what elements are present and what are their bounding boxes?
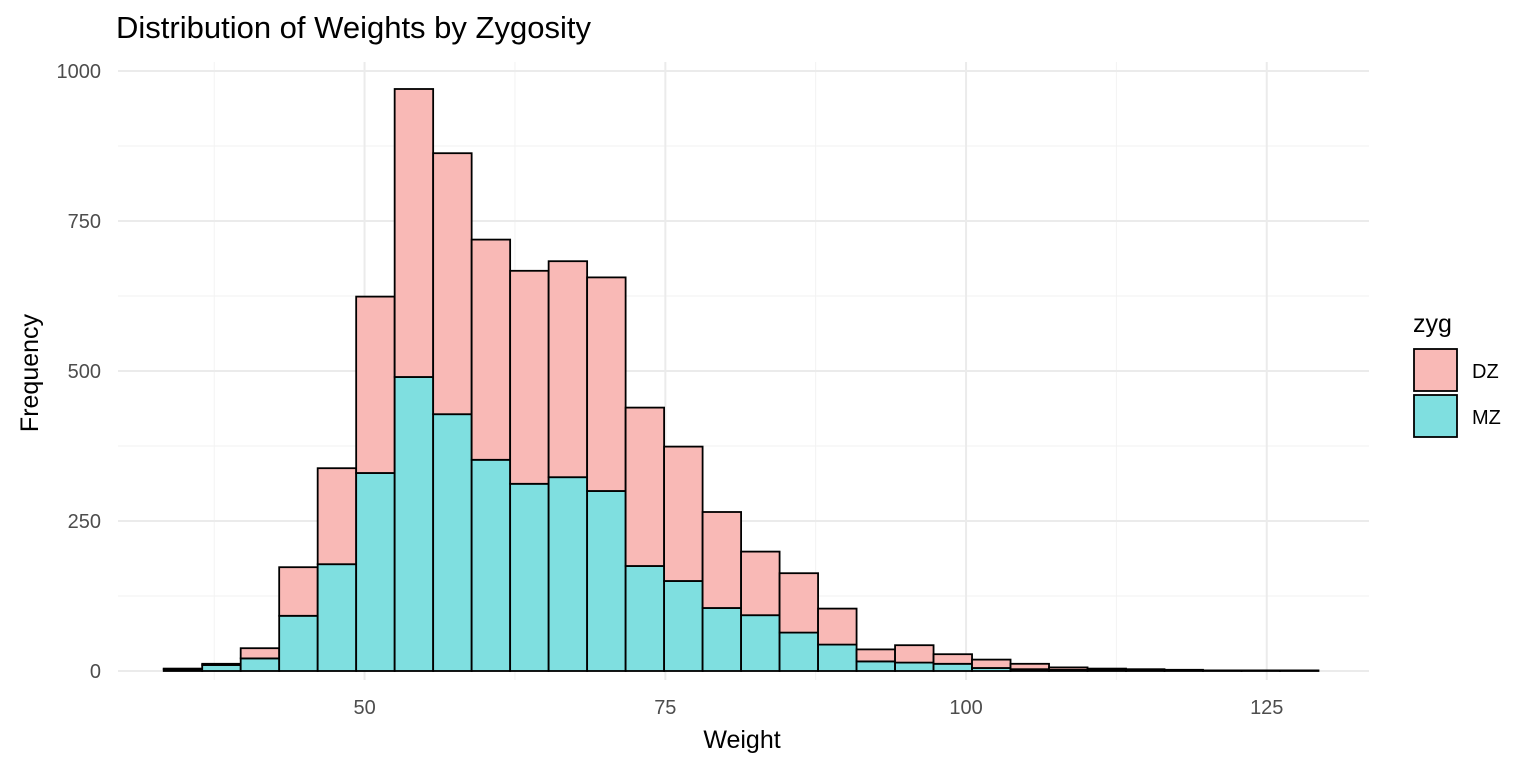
bar-dz — [239, 647, 281, 660]
legend-label-mz: MZ — [1472, 407, 1501, 429]
legend-label-dz: DZ — [1472, 361, 1499, 383]
bar-dz — [162, 667, 204, 671]
bar-mz — [547, 476, 589, 672]
bar-mz — [201, 664, 242, 672]
bar-mz — [509, 482, 550, 672]
legend: zyg DZ MZ — [1413, 310, 1501, 438]
y-axis-title: Frequency — [16, 313, 44, 432]
bar-mz — [278, 614, 319, 672]
bar-mz — [894, 661, 935, 672]
bar-dz — [663, 445, 704, 582]
bar-dz — [778, 572, 819, 634]
bar-mz — [432, 413, 473, 672]
bar-dz — [1240, 669, 1281, 672]
bar-dz — [316, 467, 358, 566]
x-tick-label: 125 — [1250, 697, 1283, 719]
legend-title: zyg — [1413, 310, 1452, 338]
bar-dz — [201, 662, 242, 666]
bar-dz — [855, 648, 896, 663]
bar-dz — [586, 276, 627, 492]
bar-dz — [355, 295, 396, 474]
bar-dz — [817, 607, 858, 646]
x-axis-title: Weight — [703, 726, 780, 754]
y-tick-label: 250 — [68, 511, 101, 533]
x-tick-label: 100 — [949, 697, 982, 719]
bar-dz — [701, 511, 742, 609]
bar-mz — [778, 631, 819, 672]
y-tick-label: 500 — [68, 361, 101, 383]
bar-dz — [432, 152, 473, 416]
bar-mz — [470, 458, 512, 672]
x-tick-label: 50 — [353, 697, 375, 719]
bar-dz — [509, 269, 550, 485]
legend-items: DZ MZ — [1413, 348, 1501, 438]
bar-dz — [740, 550, 781, 617]
grid-lines — [118, 62, 1369, 680]
bar-mz — [817, 643, 858, 672]
y-tick-label: 1000 — [57, 61, 102, 83]
chart-title: Distribution of Weights by Zygosity — [116, 10, 591, 45]
bar-mz — [586, 490, 627, 672]
bar-dz — [393, 88, 435, 378]
bar-mz — [239, 657, 281, 672]
y-tick-label: 750 — [68, 211, 101, 233]
bar-mz — [624, 565, 666, 672]
y-tick-label: 0 — [90, 661, 101, 683]
bar-mz — [663, 580, 704, 672]
bar-dz — [1048, 666, 1089, 671]
bar-dz — [971, 658, 1012, 669]
tick-labels: 50 75 100 125 0 250 500 750 1000 — [57, 61, 1284, 719]
bar-dz — [1009, 662, 1050, 671]
bar-dz — [547, 260, 589, 479]
bar-dz — [1202, 669, 1243, 672]
bar-dz — [624, 406, 666, 567]
bar-mz — [393, 376, 435, 672]
bar-mz — [355, 472, 396, 672]
bar-dz — [1125, 668, 1166, 672]
bar-dz — [470, 238, 512, 461]
bar-mz — [316, 563, 358, 672]
bar-mz — [932, 662, 973, 672]
bar-mz — [855, 660, 896, 672]
bar-dz — [894, 644, 935, 664]
bar-dz — [278, 566, 319, 617]
bar-mz — [740, 614, 781, 672]
bar-mz — [701, 607, 742, 672]
legend-key-mz — [1413, 394, 1458, 438]
legend-key-dz — [1413, 348, 1458, 392]
bar-dz — [1279, 669, 1320, 672]
bar-dz — [932, 653, 973, 665]
bars — [162, 88, 1320, 672]
bar-dz — [1163, 668, 1204, 672]
x-tick-label: 75 — [654, 697, 676, 719]
bar-dz — [1086, 667, 1127, 672]
